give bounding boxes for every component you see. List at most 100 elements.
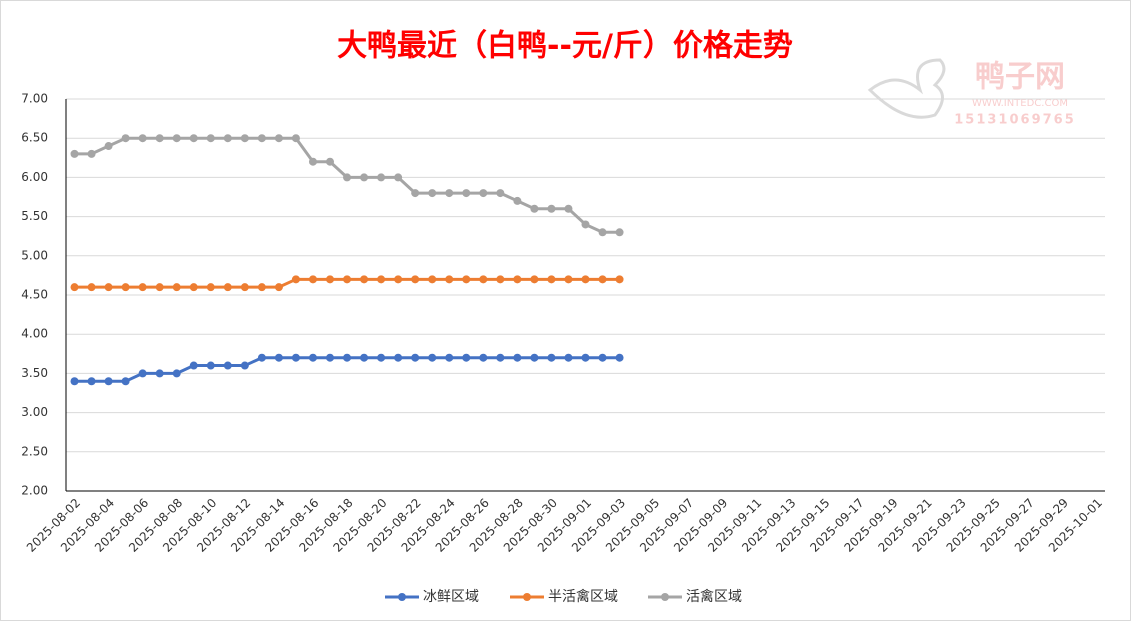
data-point	[274, 134, 283, 143]
data-point	[121, 377, 130, 386]
data-point	[308, 275, 317, 284]
data-point	[240, 283, 249, 292]
data-point	[496, 275, 505, 284]
data-point	[87, 149, 96, 158]
data-point	[598, 353, 607, 362]
data-point	[326, 353, 335, 362]
data-point	[155, 283, 164, 292]
data-point	[360, 275, 369, 284]
data-point	[291, 353, 300, 362]
data-point	[428, 353, 437, 362]
watermark-url: WWW.INTEDC.COM	[972, 98, 1068, 109]
data-point	[138, 369, 147, 378]
data-point	[530, 353, 539, 362]
data-point	[547, 353, 556, 362]
data-point	[206, 134, 215, 143]
data-point	[189, 361, 198, 370]
legend-marker	[661, 593, 669, 601]
data-point	[377, 353, 386, 362]
data-point	[530, 204, 539, 213]
data-point	[513, 275, 522, 284]
data-point	[377, 275, 386, 284]
data-point	[240, 134, 249, 143]
data-point	[496, 189, 505, 198]
y-tick-label: 2.50	[21, 444, 48, 458]
data-point	[206, 361, 215, 370]
data-point	[343, 353, 352, 362]
data-point	[138, 283, 147, 292]
chart-title: 大鸭最近（白鸭--元/斤）价格走势	[337, 29, 793, 64]
data-point	[598, 275, 607, 284]
data-point	[104, 283, 113, 292]
data-point	[462, 275, 471, 284]
data-point	[308, 157, 317, 166]
data-point	[223, 134, 232, 143]
data-point	[274, 353, 283, 362]
data-point	[223, 361, 232, 370]
data-point	[87, 377, 96, 386]
data-point	[547, 275, 556, 284]
data-point	[581, 220, 590, 229]
y-tick-label: 4.00	[21, 327, 48, 341]
data-point	[615, 228, 624, 237]
data-point	[138, 134, 147, 143]
data-point	[411, 353, 420, 362]
data-point	[462, 353, 471, 362]
data-point	[343, 173, 352, 182]
data-point	[615, 353, 624, 362]
data-point	[462, 189, 471, 198]
legend-label: 冰鲜区域	[423, 589, 479, 605]
legend-marker	[398, 593, 406, 601]
y-tick-label: 3.00	[21, 405, 48, 419]
data-point	[360, 173, 369, 182]
y-tick-label: 5.50	[21, 209, 48, 223]
data-point	[155, 369, 164, 378]
data-point	[172, 134, 181, 143]
y-tick-label: 6.00	[21, 170, 48, 184]
y-tick-label: 3.50	[21, 366, 48, 380]
data-point	[274, 283, 283, 292]
y-tick-label: 2.00	[21, 484, 48, 498]
data-point	[411, 189, 420, 198]
y-tick-label: 4.50	[21, 288, 48, 302]
data-point	[257, 353, 266, 362]
data-point	[445, 353, 454, 362]
data-point	[479, 189, 488, 198]
data-point	[291, 134, 300, 143]
data-point	[564, 353, 573, 362]
data-point	[257, 134, 266, 143]
data-point	[496, 353, 505, 362]
data-point	[428, 275, 437, 284]
data-point	[479, 353, 488, 362]
data-point	[445, 189, 454, 198]
data-point	[155, 134, 164, 143]
data-point	[121, 134, 130, 143]
watermark-phone: 15131069765	[954, 113, 1076, 128]
legend-label: 半活禽区域	[548, 588, 618, 605]
data-point	[615, 275, 624, 284]
data-point	[172, 369, 181, 378]
data-point	[70, 283, 79, 292]
data-point	[308, 353, 317, 362]
data-point	[70, 149, 79, 158]
data-point	[206, 283, 215, 292]
data-point	[377, 173, 386, 182]
data-point	[172, 283, 181, 292]
data-point	[394, 173, 403, 182]
data-point	[581, 353, 590, 362]
legend-label: 活禽区域	[686, 588, 742, 605]
data-point	[513, 196, 522, 205]
data-point	[189, 134, 198, 143]
watermark-logo	[867, 58, 946, 119]
data-point	[598, 228, 607, 237]
watermark: 鸭子网 WWW.INTEDC.COM 15131069765	[867, 58, 1076, 128]
data-point	[394, 275, 403, 284]
data-point	[291, 275, 300, 284]
data-point	[343, 275, 352, 284]
data-point	[360, 353, 369, 362]
data-point	[581, 275, 590, 284]
data-point	[530, 275, 539, 284]
data-point	[394, 353, 403, 362]
data-point	[445, 275, 454, 284]
